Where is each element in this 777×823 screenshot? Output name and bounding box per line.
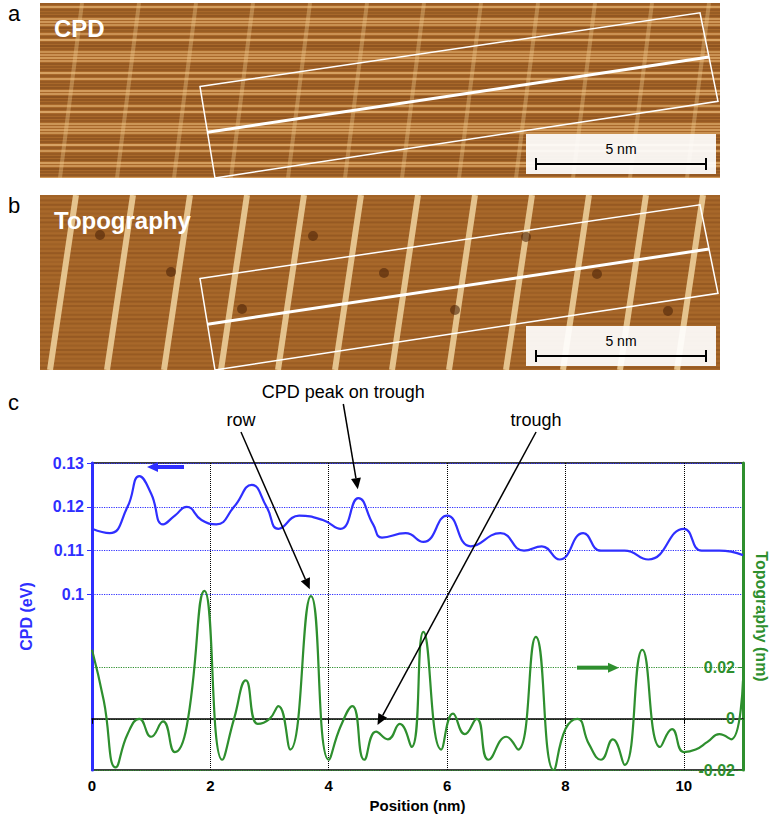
- svg-text:row: row: [226, 410, 256, 430]
- svg-text:0.1: 0.1: [62, 586, 84, 603]
- svg-text:b: b: [8, 193, 20, 218]
- svg-text:0.11: 0.11: [54, 542, 84, 559]
- svg-text:Topography (nm): Topography (nm): [753, 551, 770, 681]
- svg-text:0: 0: [726, 710, 735, 727]
- svg-text:CPD (eV): CPD (eV): [18, 582, 35, 650]
- svg-text:5 nm: 5 nm: [605, 333, 636, 349]
- svg-text:Position (nm): Position (nm): [370, 797, 466, 814]
- svg-text:5 nm: 5 nm: [605, 141, 636, 157]
- svg-text:-0.02: -0.02: [699, 762, 736, 779]
- svg-text:0.12: 0.12: [53, 498, 84, 515]
- svg-text:CPD peak on trough: CPD peak on trough: [262, 382, 425, 402]
- svg-text:0: 0: [88, 777, 96, 794]
- svg-text:8: 8: [561, 777, 569, 794]
- svg-text:a: a: [8, 1, 21, 26]
- svg-text:0.13: 0.13: [53, 455, 84, 472]
- svg-text:6: 6: [443, 777, 451, 794]
- svg-text:c: c: [8, 390, 19, 415]
- svg-text:2: 2: [206, 777, 214, 794]
- svg-text:4: 4: [325, 777, 334, 794]
- svg-text:trough: trough: [511, 410, 562, 430]
- svg-text:0.02: 0.02: [704, 659, 735, 676]
- svg-text:Topography: Topography: [54, 207, 192, 234]
- svg-text:10: 10: [675, 777, 692, 794]
- svg-text:CPD: CPD: [54, 15, 105, 42]
